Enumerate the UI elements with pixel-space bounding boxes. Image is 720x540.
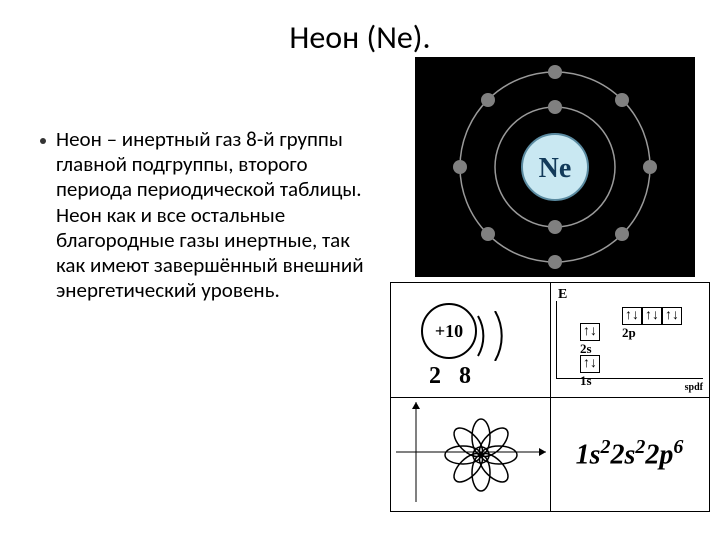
content-area: Неон – инертный газ 8-й группы главной п… xyxy=(0,67,720,303)
bohr-svg: Ne xyxy=(415,57,695,277)
orbital-label: 2p xyxy=(622,325,636,341)
shell-arcs-icon xyxy=(473,311,543,361)
orbital-box: ↑↓ xyxy=(662,307,682,325)
text-column: Неон – инертный газ 8-й группы главной п… xyxy=(20,67,375,303)
detail-grid: +10 2 8 E spdf ↑↓1s↑↓2s↑↓↑↓↑↓2p xyxy=(390,282,710,512)
bohr-model-diagram: Ne xyxy=(415,57,695,277)
figure-column: Ne +10 xyxy=(375,67,695,303)
quadrant-shell-model: +10 2 8 xyxy=(391,283,550,397)
orbital-box: ↑↓ xyxy=(580,323,600,341)
y-axis-line xyxy=(556,301,557,379)
orbital-box: ↑↓ xyxy=(642,307,662,325)
orbital-label: 1s xyxy=(580,373,592,389)
shell-electron-counts: 2 8 xyxy=(429,363,477,390)
quadrant-electron-config: 1s22s22p6 xyxy=(550,397,709,511)
axis-label-energy: E xyxy=(558,287,567,303)
nucleus-charge: +10 xyxy=(421,303,477,359)
orbital-label: 2s xyxy=(580,341,592,357)
electron-configuration-formula: 1s22s22p6 xyxy=(576,436,684,471)
nucleus-symbol: Ne xyxy=(539,153,572,184)
bullet-text: Неон – инертный газ 8-й группы главной п… xyxy=(56,127,375,303)
orbital-box: ↑↓ xyxy=(580,355,600,373)
quadrant-orbital-shapes xyxy=(391,397,550,511)
orbital-box: ↑↓ xyxy=(622,307,642,325)
p-orbital-flower-icon xyxy=(441,415,521,500)
bullet-dot-icon xyxy=(40,138,46,144)
bullet-item: Неон – инертный газ 8-й группы главной п… xyxy=(40,127,375,303)
x-axis-line xyxy=(556,378,703,379)
quadrant-energy-levels: E spdf ↑↓1s↑↓2s↑↓↑↓↑↓2p xyxy=(550,283,709,397)
axis-label-orbitals: spdf xyxy=(685,382,703,393)
